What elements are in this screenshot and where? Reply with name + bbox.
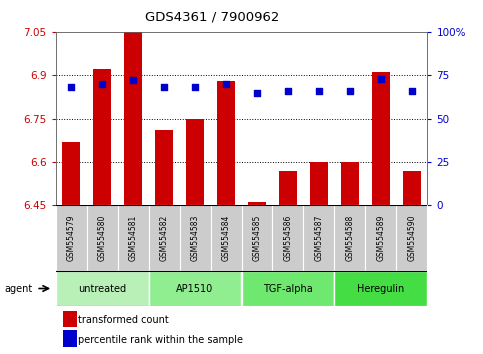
Bar (334, 271, 427, 306)
Text: GDS4361 / 7900962: GDS4361 / 7900962 (145, 11, 280, 24)
Point (346, 88, 354, 94)
Bar (93, 69, 112, 205)
Bar (366, 205, 397, 271)
Bar (303, 205, 334, 271)
Bar (397, 205, 427, 271)
Point (67, 85, 75, 90)
Bar (180, 205, 211, 271)
Bar (62, 142, 80, 205)
Text: GSM554583: GSM554583 (190, 215, 199, 261)
Text: transformed count: transformed count (78, 315, 169, 325)
Text: GSM554584: GSM554584 (222, 215, 230, 261)
Point (191, 85, 199, 90)
Bar (149, 205, 180, 271)
Bar (242, 271, 334, 306)
Point (253, 90, 261, 96)
Text: GSM554581: GSM554581 (128, 215, 138, 261)
Point (160, 85, 168, 90)
Text: GSM554580: GSM554580 (98, 215, 107, 261)
Text: AP1510: AP1510 (176, 284, 213, 293)
Point (315, 88, 323, 94)
Text: GSM554582: GSM554582 (159, 215, 169, 261)
Point (98, 81, 106, 87)
Point (408, 88, 416, 94)
Text: GSM554589: GSM554589 (376, 215, 385, 261)
Text: GSM554587: GSM554587 (314, 215, 324, 261)
Point (284, 88, 292, 94)
Bar (341, 162, 359, 205)
Point (377, 76, 385, 81)
Text: GSM554579: GSM554579 (67, 215, 75, 261)
Text: GSM554590: GSM554590 (408, 215, 416, 261)
Bar (149, 271, 242, 306)
Text: Heregulin: Heregulin (357, 284, 405, 293)
Point (222, 81, 230, 87)
Bar (334, 205, 366, 271)
Bar (211, 205, 242, 271)
Bar (310, 162, 328, 205)
Bar (372, 72, 390, 205)
Bar (155, 130, 173, 205)
Bar (56, 205, 86, 271)
Bar (63, 311, 77, 327)
Bar (63, 330, 77, 347)
Bar (86, 205, 117, 271)
Text: GSM554586: GSM554586 (284, 215, 293, 261)
Bar (56, 271, 149, 306)
Bar (217, 81, 235, 205)
Point (129, 78, 137, 83)
Text: TGF-alpha: TGF-alpha (263, 284, 313, 293)
Bar (403, 171, 421, 205)
Bar (124, 32, 142, 205)
Bar (117, 205, 149, 271)
Text: GSM554588: GSM554588 (345, 215, 355, 261)
Bar (248, 202, 266, 205)
Bar (186, 119, 204, 205)
Bar (242, 205, 272, 271)
Text: percentile rank within the sample: percentile rank within the sample (78, 335, 243, 345)
Bar (272, 205, 303, 271)
Text: GSM554585: GSM554585 (253, 215, 261, 261)
Text: agent: agent (5, 284, 33, 293)
Bar (279, 171, 297, 205)
Text: untreated: untreated (78, 284, 126, 293)
